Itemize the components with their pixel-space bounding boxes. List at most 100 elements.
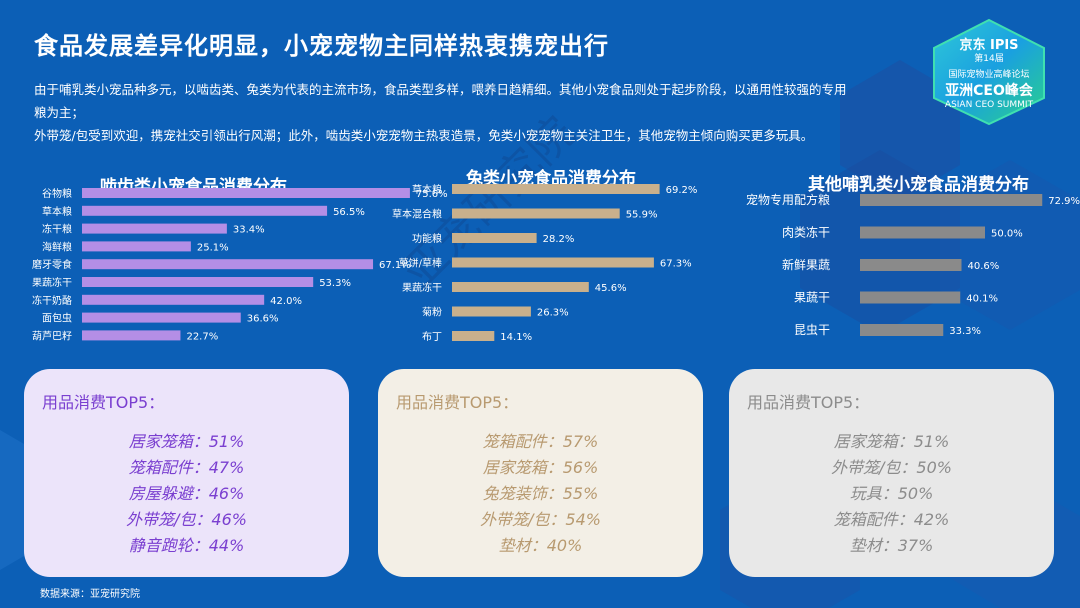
list-item: 静音跑轮：44%	[128, 536, 245, 555]
category-label: 果蔬冻干	[32, 276, 72, 289]
list-item: 外带笼/包：54%	[480, 510, 601, 529]
data-label: 25.1%	[197, 242, 229, 253]
bar	[82, 277, 314, 287]
card-list: 笼箱配件：57% 居家笼箱：56% 兔笼装饰：55% 外带笼/包：54% 垫材：…	[378, 429, 703, 559]
bar	[452, 208, 620, 219]
category-label: 葫芦巴籽	[32, 330, 72, 342]
bar	[860, 259, 962, 271]
intro-text: 由于哺乳类小宠品种多元，以啮齿类、兔类为代表的主流市场，食品类型多样，喂养日趋精…	[34, 78, 904, 147]
bar	[82, 205, 328, 216]
supplies-card-other: 用品消费TOP5： 居家笼箱：51% 外带笼/包：50% 玩具：50% 笼箱配件…	[729, 369, 1054, 577]
bar	[82, 241, 191, 252]
bar	[860, 226, 985, 239]
list-item: 兔笼装饰：55%	[482, 484, 599, 503]
card-heading: 用品消费TOP5：	[747, 393, 870, 412]
bar	[860, 324, 944, 336]
category-label: 肉类冻干	[782, 225, 830, 240]
category-label: 菊粉	[422, 306, 442, 319]
logo-edition: 第14届	[974, 54, 1004, 64]
category-label: 磨牙零食	[32, 258, 72, 271]
event-logo: 京东 IPIS 第14届 国际宠物业高峰论坛 亚洲CEO峰会 ASIAN CEO…	[930, 18, 1048, 126]
data-label: 67.1%	[379, 260, 411, 271]
data-label: 56.5%	[333, 207, 365, 218]
category-label: 果蔬干	[794, 291, 830, 305]
list-item: 居家笼箱：56%	[482, 458, 599, 477]
list-item: 垫材：37%	[849, 536, 934, 555]
bar	[82, 294, 265, 305]
supplies-card-rabbit: 用品消费TOP5： 笼箱配件：57% 居家笼箱：56% 兔笼装饰：55% 外带笼…	[378, 369, 703, 577]
card-heading: 用品消费TOP5：	[42, 393, 165, 412]
logo-summit-en: ASIAN CEO SUMMIT	[944, 100, 1034, 110]
logo-forum: 国际宠物业高峰论坛	[948, 70, 1030, 80]
list-item: 房屋躲避：46%	[128, 484, 245, 503]
category-label: 草本粮	[42, 205, 72, 218]
category-label: 布丁	[422, 331, 442, 343]
data-label: 22.7%	[186, 331, 218, 342]
data-label: 14.1%	[500, 332, 532, 343]
bar	[82, 330, 181, 341]
data-label: 53.3%	[319, 278, 351, 289]
bar	[452, 257, 654, 268]
category-label: 冻干粮	[42, 223, 72, 236]
card-heading: 用品消费TOP5：	[396, 393, 519, 412]
bar	[860, 194, 1043, 206]
list-item: 笼箱配件：57%	[482, 432, 599, 451]
bar	[860, 291, 961, 304]
data-label: 69.2%	[666, 185, 698, 196]
intro-line: 粮为主；	[34, 105, 85, 120]
data-label: 36.6%	[247, 314, 279, 325]
data-label: 45.6%	[595, 283, 627, 294]
data-label: 33.3%	[949, 326, 981, 337]
bar	[452, 282, 589, 292]
intro-line: 由于哺乳类小宠品种多元，以啮齿类、兔类为代表的主流市场，食品类型多样，喂养日趋精…	[34, 82, 847, 97]
category-label: 果蔬冻干	[402, 281, 442, 294]
list-item: 居家笼箱：51%	[128, 432, 245, 451]
card-list: 居家笼箱：51% 笼箱配件：47% 房屋躲避：46% 外带笼/包：46% 静音跑…	[24, 429, 349, 559]
list-item: 外带笼/包：50%	[831, 458, 952, 477]
data-label: 26.3%	[537, 308, 569, 319]
data-label: 75.6%	[416, 189, 448, 200]
chart-title-other: 其他哺乳类小宠食品消费分布	[808, 175, 1029, 195]
logo-summit-cn: 亚洲CEO峰会	[945, 83, 1033, 99]
supplies-card-rodent: 用品消费TOP5： 居家笼箱：51% 笼箱配件：47% 房屋躲避：46% 外带笼…	[24, 369, 349, 577]
data-label: 72.9%	[1048, 196, 1080, 207]
card-list: 居家笼箱：51% 外带笼/包：50% 玩具：50% 笼箱配件：42% 垫材：37…	[729, 429, 1054, 559]
bar	[82, 259, 374, 270]
category-label: 功能粮	[412, 232, 442, 245]
category-label: 草本粮	[412, 183, 442, 196]
bar	[452, 331, 495, 341]
data-label: 67.3%	[660, 259, 692, 270]
intro-line: 外带笼/包受到欢迎，携宠社交引领出行风潮；此外，啮齿类小宠宠物主热衷造景，免类小…	[34, 128, 814, 143]
data-label: 33.4%	[233, 225, 265, 236]
data-label: 55.9%	[626, 210, 658, 221]
rodent-food-bar-chart: 谷物粮 75.6% 草本粮 56.5% 冻干粮 33.4% 海鲜粮 25.1% 磨牙零食 67.1…	[32, 187, 448, 342]
other-mammal-food-bar-chart: 宠物专用配方粮 72.9% 肉类冻干 50.0% 新鲜果蔬 40.6% 果蔬干 40.1% 昆虫…	[746, 192, 1080, 337]
bar	[82, 312, 241, 323]
category-label: 谷物粮	[42, 187, 72, 200]
category-label: 草本混合粮	[392, 208, 442, 221]
data-label: 42.0%	[270, 296, 302, 307]
category-label: 面包虫	[42, 312, 72, 325]
data-label: 40.6%	[968, 261, 1000, 272]
list-item: 外带笼/包：46%	[126, 510, 247, 529]
bar	[452, 306, 531, 317]
bar	[452, 233, 537, 243]
category-label: 海鲜粮	[42, 240, 72, 253]
rabbit-food-bar-chart: 草本粮 69.2% 草本混合粮 55.9% 功能粮 28.2% 草饼/草棒 67.3% 果蔬冻干…	[392, 183, 698, 343]
category-label: 宠物专用配方粮	[746, 192, 830, 207]
data-label: 50.0%	[991, 229, 1023, 240]
bar	[82, 223, 227, 234]
list-item: 笼箱配件：42%	[833, 510, 950, 529]
page-title: 食品发展差异化明显，小宠宠物主同样热衷携宠出行	[34, 32, 609, 60]
list-item: 垫材：40%	[498, 536, 583, 555]
category-label: 冻干奶酪	[32, 294, 72, 307]
list-item: 居家笼箱：51%	[833, 432, 950, 451]
data-label: 28.2%	[543, 234, 575, 245]
list-item: 笼箱配件：47%	[128, 458, 245, 477]
data-label: 40.1%	[966, 294, 998, 305]
bar	[82, 188, 410, 198]
list-item: 玩具：50%	[849, 484, 934, 503]
logo-hexagon-icon	[933, 18, 1045, 126]
category-label: 草饼/草棒	[399, 257, 442, 270]
data-source: 数据来源：亚宠研究院	[40, 589, 140, 600]
